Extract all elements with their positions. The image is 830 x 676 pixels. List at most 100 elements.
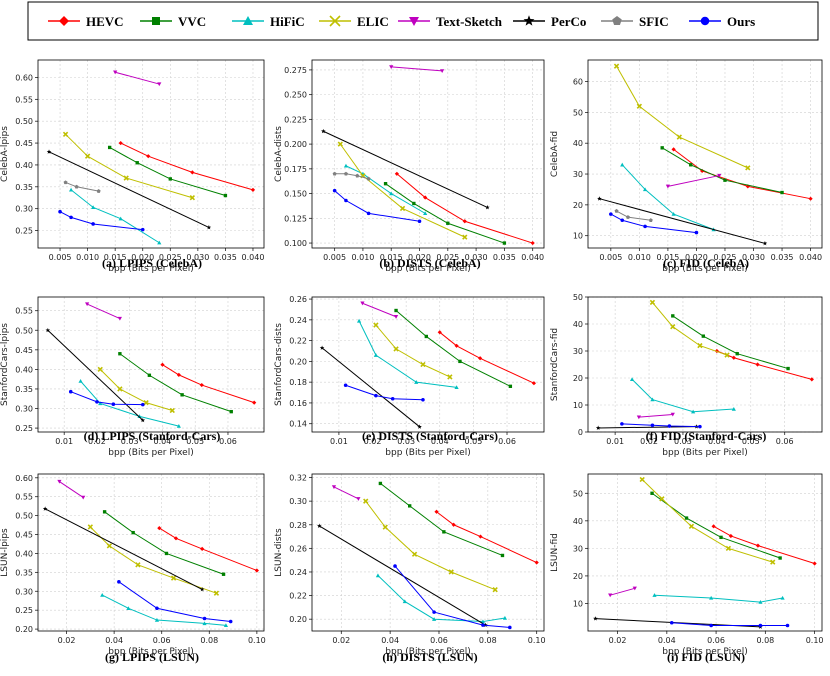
y-tick-label: 60: [573, 78, 583, 87]
x-tick-label: 0.06: [707, 636, 725, 645]
x-tick-label: 0.030: [742, 253, 765, 262]
y-tick-label: 0.35: [15, 568, 33, 577]
series-text-sketch: [636, 412, 675, 420]
y-tick-label: 40: [573, 517, 583, 526]
series-hevc: [434, 509, 539, 565]
y-tick-label: 50: [573, 489, 583, 498]
data-point-text-sketch: [440, 69, 445, 73]
data-point-ours: [95, 400, 99, 404]
series-line-elic: [616, 65, 749, 169]
data-point-hific: [629, 377, 635, 382]
data-point-text-sketch: [608, 593, 613, 598]
data-point-perco: [417, 424, 422, 429]
data-point-hific: [454, 385, 459, 390]
series-line-perco: [321, 347, 420, 428]
x-tick-label: 0.04: [708, 437, 726, 446]
data-point-sfic: [74, 184, 79, 189]
data-point-hevc: [755, 543, 761, 548]
x-axis-label: bpp (Bits per Pixel): [108, 448, 193, 458]
x-tick-label: 0.015: [656, 253, 679, 262]
y-tick-label: 0.50: [15, 117, 33, 126]
data-point-vvc: [424, 334, 428, 339]
data-point-ours: [421, 398, 425, 402]
y-tick-label: 10: [573, 401, 583, 410]
data-point-hevc: [462, 219, 467, 224]
data-point-text-sketch: [117, 316, 122, 321]
panel-caption: (c) FID (CelebA): [663, 256, 749, 270]
data-point-ours: [141, 402, 145, 407]
data-point-hific: [423, 211, 428, 216]
series-line-elic: [652, 302, 728, 356]
data-point-ours: [366, 211, 371, 216]
data-point-hific: [91, 205, 96, 210]
panel-e-dists-stanford-cars: 0.14 0.16 0.18 0.20 0.22 0.24 0.26 0.01 0.02 0.03…: [274, 295, 545, 458]
series-line-text-sketch: [391, 66, 443, 72]
plot-frame: [37, 473, 265, 632]
data-point-hific: [68, 187, 74, 192]
y-tick-label: 0.225: [284, 115, 307, 124]
data-point-hific: [414, 380, 419, 384]
series-perco: [321, 128, 490, 210]
data-point-vvc: [458, 359, 462, 364]
series-vvc: [394, 308, 513, 388]
data-point-hific: [642, 187, 648, 192]
data-point-text-sketch: [717, 173, 722, 178]
data-point-hevc: [190, 170, 195, 175]
series-hific: [652, 593, 785, 604]
data-point-ours: [417, 219, 422, 224]
data-point-hific: [758, 599, 763, 604]
plot-area: [312, 297, 544, 432]
data-point-hific: [731, 406, 736, 411]
series-hific: [629, 377, 736, 414]
y-tick-label: 30: [573, 347, 583, 356]
y-axis-label: LSUN-fid: [550, 533, 560, 572]
y-tick-label: 0.16: [289, 399, 307, 408]
data-point-sfic: [625, 215, 630, 219]
series-line-ours: [70, 391, 143, 406]
y-tick-label: 0.125: [284, 214, 307, 223]
x-tick-label: 0.015: [104, 253, 127, 262]
x-tick-label: 0.05: [742, 437, 760, 446]
data-point-elic: [636, 103, 643, 109]
data-point-ours: [709, 623, 713, 628]
data-point-vvc: [778, 556, 782, 560]
data-point-ours: [111, 402, 116, 407]
data-point-ours: [343, 383, 348, 388]
x-tick-label: 0.04: [105, 636, 123, 645]
y-tick-label: 0.60: [15, 474, 33, 483]
series-perco: [597, 196, 768, 246]
y-tick-label: 30: [573, 544, 583, 553]
data-point-hific: [202, 621, 207, 626]
x-tick-label: 0.02: [364, 437, 382, 446]
data-point-perco: [317, 523, 322, 528]
data-point-elic: [613, 63, 620, 69]
panels: 0.25 0.30 0.35 0.40 0.45 0.50 0.55 0.60 0.005 0.0…: [0, 59, 824, 664]
data-point-ours: [432, 610, 436, 614]
data-point-vvc: [780, 190, 784, 195]
series-line-hific: [654, 594, 783, 603]
panel-caption: (f) FID (Stanford-Cars): [646, 429, 767, 443]
series-hific: [375, 573, 508, 624]
series-line-hific: [621, 164, 714, 230]
data-point-elic: [447, 374, 453, 380]
series-perco: [42, 506, 205, 592]
y-tick-label: 0.55: [15, 493, 33, 502]
y-tick-label: 0.45: [15, 531, 33, 540]
data-point-ours: [694, 230, 699, 235]
x-axis-label: bpp (Bits per Pixel): [385, 264, 470, 274]
legend-marker-ours: [700, 16, 710, 26]
data-point-vvc: [180, 393, 184, 397]
data-point-hific: [389, 191, 394, 196]
legend-label-perco: PerCo: [551, 14, 586, 29]
series-hific: [68, 187, 162, 245]
x-tick-label: 0.005: [49, 253, 72, 262]
y-tick-label: 0.28: [289, 521, 307, 530]
series-line-hevc: [439, 331, 535, 384]
data-point-elic: [169, 407, 175, 414]
x-tick-label: 0.030: [465, 253, 488, 262]
legend-label-hific: HiFiC: [270, 14, 305, 29]
data-point-vvc: [107, 145, 112, 150]
x-tick-label: 0.025: [436, 253, 459, 262]
series-line-perco: [319, 525, 486, 626]
data-point-hevc: [176, 372, 181, 377]
